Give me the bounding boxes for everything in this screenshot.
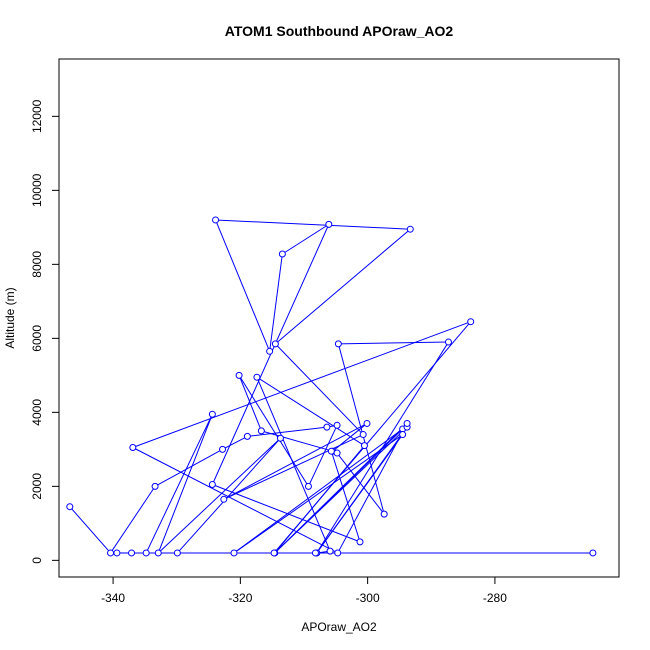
series-segment xyxy=(215,219,411,230)
series-segment xyxy=(274,423,408,554)
y-tick-label: 12000 xyxy=(30,99,44,133)
series-segment xyxy=(308,425,338,487)
x-tick-label: -320 xyxy=(228,591,252,605)
data-point xyxy=(356,538,364,546)
data-point xyxy=(212,216,220,224)
data-point xyxy=(326,547,334,555)
series-segment xyxy=(256,376,365,447)
series-segment xyxy=(176,437,281,554)
data-point xyxy=(208,410,216,418)
data-point xyxy=(589,549,597,557)
data-point xyxy=(243,432,251,440)
data-point xyxy=(220,495,228,503)
data-point xyxy=(333,449,341,457)
data-point xyxy=(359,431,367,439)
data-point xyxy=(219,445,227,453)
data-point xyxy=(270,549,278,557)
y-tick-label: 0 xyxy=(30,557,44,564)
data-point xyxy=(266,347,274,355)
data-point xyxy=(107,549,115,557)
data-point xyxy=(151,482,159,490)
data-point xyxy=(444,338,452,346)
series-segment xyxy=(275,228,411,345)
data-point xyxy=(66,503,74,511)
data-point xyxy=(128,549,136,557)
series-segment xyxy=(282,223,330,255)
x-tick-label: -340 xyxy=(101,591,125,605)
series-segment xyxy=(269,253,283,352)
series-segment xyxy=(157,437,281,554)
data-point xyxy=(334,340,342,348)
data-point xyxy=(311,549,319,557)
series-segment xyxy=(316,426,408,554)
data-point xyxy=(360,442,368,450)
series-segment xyxy=(337,343,385,515)
series-segment xyxy=(338,341,449,345)
data-point xyxy=(327,447,335,455)
data-point xyxy=(363,419,371,427)
series-segment xyxy=(215,219,271,352)
y-tick-label: 2000 xyxy=(30,473,44,500)
series-segment xyxy=(273,321,472,554)
x-axis: -340 -320 -300 -280 xyxy=(101,576,507,605)
y-axis-label: Altitude (m) xyxy=(3,287,17,348)
data-point xyxy=(403,419,411,427)
series-segment xyxy=(275,343,364,435)
data-point xyxy=(230,549,238,557)
chart-title: ATOM1 Southbound APOraw_AO2 xyxy=(225,23,454,39)
series-segment xyxy=(233,428,403,554)
y-tick-label: 10000 xyxy=(30,173,44,207)
series-segment xyxy=(157,414,213,554)
data-point xyxy=(380,510,388,518)
data-point xyxy=(399,431,407,439)
series-segment xyxy=(337,423,408,554)
data-point xyxy=(406,225,414,233)
data-point xyxy=(334,549,342,557)
series-segment xyxy=(330,451,361,543)
data-point xyxy=(173,549,181,557)
series-segment xyxy=(145,413,213,554)
series-segment xyxy=(247,426,327,437)
data-point xyxy=(276,434,284,442)
data-point xyxy=(235,371,243,379)
series-segment xyxy=(233,434,403,554)
data-point xyxy=(333,421,341,429)
y-tick-label: 6000 xyxy=(30,325,44,352)
data-point xyxy=(323,423,331,431)
series-segment xyxy=(223,434,364,500)
series-segment xyxy=(212,484,361,543)
data-point xyxy=(278,250,286,258)
series-segment xyxy=(110,486,156,554)
data-point xyxy=(154,549,162,557)
data-point xyxy=(142,549,150,557)
x-tick-label: -300 xyxy=(356,591,380,605)
x-tick-label: -280 xyxy=(483,591,507,605)
data-point xyxy=(271,340,279,348)
x-axis-label: APOraw_AO2 xyxy=(301,620,377,634)
y-axis: 0 2000 4000 6000 8000 10000 12000 xyxy=(30,99,60,564)
series-segment xyxy=(132,447,338,554)
series-segment xyxy=(222,435,248,450)
data-point xyxy=(304,482,312,490)
y-tick-label: 8000 xyxy=(30,251,44,278)
series-segment xyxy=(256,377,331,552)
series-group xyxy=(66,216,597,557)
series-segment xyxy=(223,423,368,500)
series-segment xyxy=(154,448,223,487)
series-segment xyxy=(132,321,471,448)
series-segment xyxy=(238,375,309,487)
series-segment xyxy=(69,506,111,554)
plot-frame xyxy=(58,58,620,578)
data-point xyxy=(113,549,121,557)
data-point xyxy=(257,427,265,435)
data-point xyxy=(467,318,475,326)
data-point xyxy=(253,373,261,381)
y-tick-label: 4000 xyxy=(30,399,44,426)
data-point xyxy=(208,481,216,488)
data-point xyxy=(129,444,137,451)
series-segment xyxy=(238,375,262,432)
data-point xyxy=(325,220,333,228)
